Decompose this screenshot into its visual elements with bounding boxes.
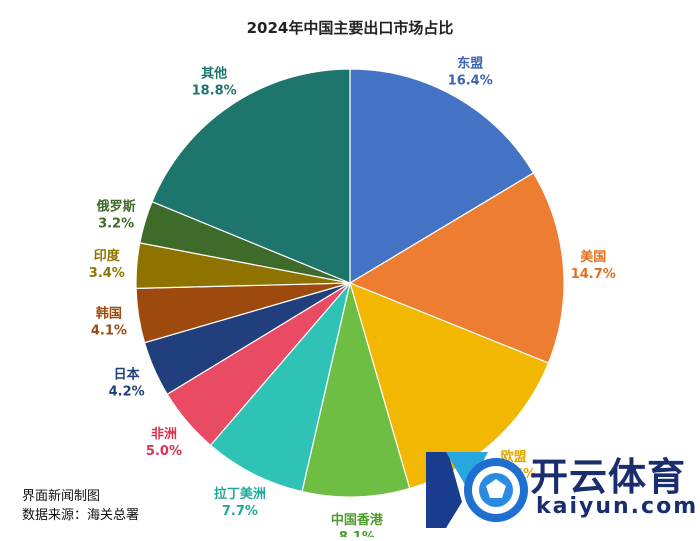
pie-label-0: 东盟 16.4% bbox=[448, 56, 493, 89]
pie-slice-1 bbox=[348, 172, 565, 364]
watermark-logo-icon bbox=[426, 452, 528, 528]
pie-label-value: 3.4% bbox=[89, 266, 125, 281]
pie-slice-4 bbox=[209, 282, 351, 493]
pie-label-6: 日本 4.2% bbox=[109, 366, 145, 399]
pie-label-name: 其他 bbox=[201, 65, 227, 81]
pie-label-3: 中国香港 8.1% bbox=[331, 512, 384, 537]
pie-labels: 东盟16.4%美国14.7%欧盟14.4%中国香港8.1%拉丁美洲7.7%非洲5… bbox=[89, 56, 616, 537]
pie-label-value: 8.1% bbox=[339, 530, 375, 537]
pie-label-1: 美国 14.7% bbox=[571, 249, 616, 282]
pie-label-name: 韩国 bbox=[96, 305, 122, 321]
pie-label-name: 日本 bbox=[114, 366, 140, 382]
pie-slice-2 bbox=[349, 281, 550, 490]
chart-title: 2024年中国主要出口市场占比 bbox=[247, 19, 454, 37]
pie-slices bbox=[135, 68, 565, 498]
pie-label-value: 18.8% bbox=[192, 83, 237, 98]
source-data-origin: 数据来源：海关总署 bbox=[22, 508, 140, 523]
pie-label-name: 美国 bbox=[580, 249, 606, 265]
pie-label-value: 4.2% bbox=[109, 384, 145, 399]
watermark: 开云体育 kaiyun.com bbox=[418, 432, 700, 537]
pie-label-value: 14.7% bbox=[571, 267, 616, 282]
pie-label-value: 3.2% bbox=[98, 216, 134, 231]
pie-label-4: 拉丁美洲 7.7% bbox=[214, 486, 266, 519]
pie-label-name: 拉丁美洲 bbox=[214, 486, 266, 502]
pie-label-7: 韩国 4.1% bbox=[91, 305, 127, 338]
pie-label-name: 非洲 bbox=[151, 426, 177, 442]
pie-slice-10 bbox=[151, 68, 351, 284]
pie-label-value: 5.0% bbox=[146, 444, 182, 459]
pie-slice-0 bbox=[349, 68, 535, 285]
pie-label-value: 4.1% bbox=[91, 323, 127, 338]
pie-label-name: 印度 bbox=[94, 248, 121, 264]
source-credit: 界面新闻制图 bbox=[22, 489, 101, 504]
pie-label-9: 俄罗斯 3.2% bbox=[96, 198, 136, 231]
pie-slice-3 bbox=[301, 280, 411, 498]
pie-label-name: 俄罗斯 bbox=[96, 198, 136, 214]
pie-label-5: 非洲 5.0% bbox=[146, 426, 182, 459]
pie-label-value: 16.4% bbox=[448, 74, 493, 89]
pie-label-8: 印度 3.4% bbox=[89, 248, 125, 281]
pie-label-value: 7.7% bbox=[222, 504, 258, 519]
pie-label-name: 东盟 bbox=[457, 56, 483, 72]
pie-label-10: 其他 18.8% bbox=[192, 65, 237, 98]
pie-label-name: 中国香港 bbox=[331, 512, 384, 528]
watermark-brand: 开云体育 bbox=[530, 455, 687, 499]
watermark-domain: kaiyun.com bbox=[536, 494, 699, 519]
